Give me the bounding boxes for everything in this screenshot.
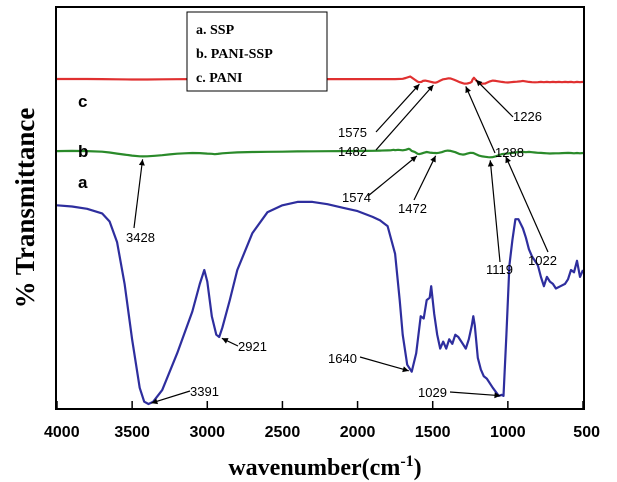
annotation-arrowhead-a-2921 bbox=[221, 338, 229, 344]
annotation-arrow-c-1288 bbox=[465, 86, 496, 154]
annotation-arrowhead-a-1029 bbox=[494, 392, 501, 399]
annotation-arrowhead-c-1575 bbox=[413, 84, 420, 91]
annotation-arrowhead-c-1226 bbox=[476, 79, 483, 87]
legend-box bbox=[186, 11, 328, 92]
x-tick-label-2000: 2000 bbox=[340, 424, 376, 441]
x-tick-label-1500: 1500 bbox=[415, 424, 451, 441]
x-axis-ticks: 4000 3500 3000 2500 2000 1500 1000 500 bbox=[44, 401, 600, 441]
peak-annotations: 3391 2921 1640 1029 3428 1574 1472 1119 1022 1575… bbox=[126, 79, 557, 405]
annotation-arrow-c-1482 bbox=[375, 84, 434, 151]
annotation-arrow-b-1574 bbox=[367, 155, 418, 197]
annotation-arrowhead-c-1288 bbox=[465, 86, 471, 94]
annotation-arrow-b-3428 bbox=[133, 159, 144, 229]
annotation-arrow-b-1472 bbox=[413, 155, 437, 201]
annotation-label-b-1119: 1119 bbox=[486, 262, 513, 277]
annotation-label-a-1029: 1029 bbox=[418, 385, 447, 400]
legend-entry-c: c. PANI bbox=[196, 71, 242, 86]
annotation-arrow-b-1022 bbox=[505, 156, 549, 253]
annotation-label-c-1575: 1575 bbox=[338, 125, 367, 140]
annotation-label-b-1574: 1574 bbox=[342, 190, 371, 205]
annotation-label-b-1022: 1022 bbox=[528, 253, 557, 268]
annotation-label-a-2921: 2921 bbox=[238, 339, 267, 354]
curve-label-b: b bbox=[78, 142, 88, 161]
annotation-label-b-1472: 1472 bbox=[398, 201, 427, 216]
legend-entry-a: a. SSP bbox=[196, 23, 235, 38]
y-axis-title: % Transmittance bbox=[10, 108, 40, 309]
annotation-label-c-1288: 1288 bbox=[495, 145, 524, 160]
annotation-arrow-b-1119 bbox=[489, 160, 501, 263]
x-axis-title-main: wavenumber(cm bbox=[228, 455, 400, 481]
x-axis-title: wavenumber(cm-1) bbox=[228, 453, 421, 481]
series-line-a bbox=[56, 200, 585, 406]
curve-label-a: a bbox=[78, 173, 88, 192]
x-axis-title-close: ) bbox=[414, 455, 422, 481]
annotation-label-c-1226: 1226 bbox=[513, 109, 542, 124]
annotation-arrowhead-b-1574 bbox=[410, 156, 417, 163]
x-tick-label-1000: 1000 bbox=[490, 424, 526, 441]
curve-label-c: c bbox=[78, 92, 87, 111]
annotation-arrowhead-a-1640 bbox=[402, 366, 409, 373]
annotation-label-a-1640: 1640 bbox=[328, 351, 357, 366]
annotation-arrowhead-b-1472 bbox=[430, 155, 436, 163]
annotation-arrow-c-1575 bbox=[375, 83, 420, 133]
annotation-arrowhead-b-1022 bbox=[505, 156, 511, 164]
annotation-arrowhead-b-1119 bbox=[487, 160, 494, 167]
annotation-arrowhead-a-3391 bbox=[151, 398, 159, 405]
x-tick-label-2500: 2500 bbox=[265, 424, 301, 441]
plot-frame bbox=[55, 6, 585, 410]
annotation-label-b-3428: 3428 bbox=[126, 230, 155, 245]
annotation-label-a-3391: 3391 bbox=[190, 384, 219, 399]
x-axis-title-superscript: -1 bbox=[400, 453, 413, 470]
annotation-arrow-a-1029 bbox=[449, 391, 501, 397]
annotation-arrow-a-1640 bbox=[359, 356, 409, 372]
x-tick-label-3000: 3000 bbox=[189, 424, 225, 441]
x-tick-label-3500: 3500 bbox=[114, 424, 150, 441]
series-line-b bbox=[56, 147, 584, 159]
annotation-arrowhead-b-3428 bbox=[138, 159, 145, 166]
x-tick-label-500: 500 bbox=[573, 424, 600, 441]
x-tick-label-4000: 4000 bbox=[44, 424, 80, 441]
legend: a. SSP b. PANI-SSP c. PANI bbox=[186, 11, 328, 92]
annotation-label-c-1482: 1482 bbox=[338, 144, 367, 159]
annotation-arrowhead-c-1482 bbox=[427, 84, 434, 92]
annotation-arrow-a-3391 bbox=[151, 390, 191, 404]
legend-entry-b: b. PANI-SSP bbox=[196, 47, 273, 62]
annotation-arrow-c-1226 bbox=[475, 79, 514, 118]
